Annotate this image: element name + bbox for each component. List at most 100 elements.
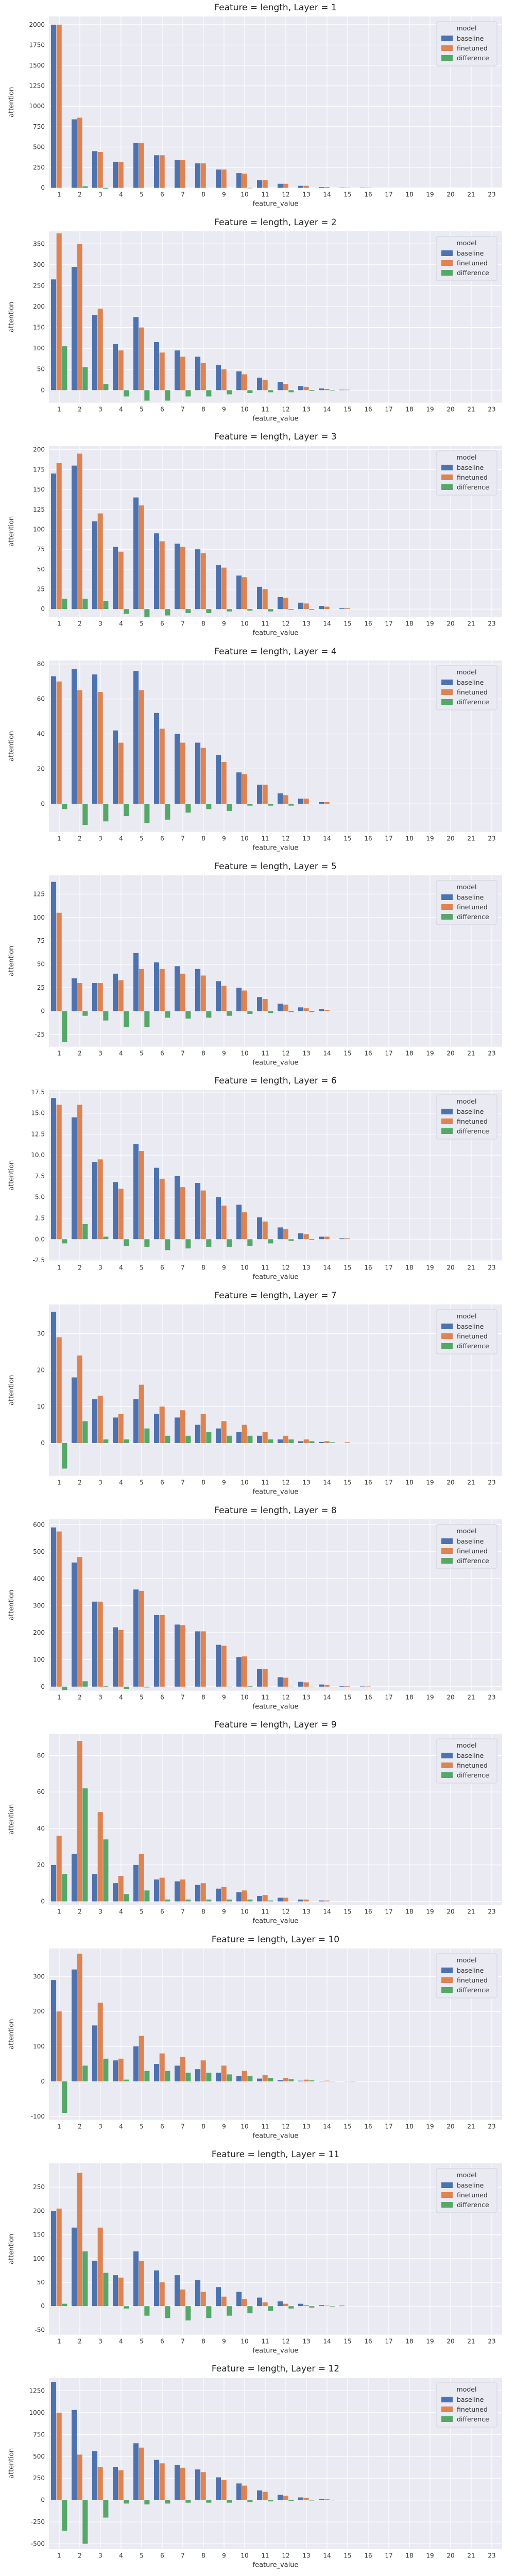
bar-finetuned-16 [365,1686,371,1687]
bar-baseline-16 [359,1686,366,1687]
x-tick-label: 23 [488,1049,495,1057]
y-axis-label: attention [8,1589,15,1620]
legend-label-finetuned: finetuned [457,688,488,696]
bar-baseline-1 [51,1865,57,1902]
x-tick-label: 13 [302,1693,310,1701]
legend-swatch-baseline [441,250,453,256]
legend-swatch-baseline [441,894,453,900]
bar-baseline-14 [318,1009,324,1011]
plot-background [49,1090,502,1261]
x-tick-label: 14 [323,835,331,842]
bar-difference-9 [227,1435,232,1443]
bar-baseline-12 [277,183,283,188]
bar-baseline-2 [72,978,77,1011]
x-tick-label: 12 [282,2552,289,2560]
x-tick-label: 21 [467,1049,475,1057]
x-tick-label: 3 [98,1049,102,1057]
bar-baseline-14 [318,1684,324,1687]
bar-finetuned-11 [262,379,268,390]
x-tick-label: 15 [344,835,351,842]
bar-baseline-14 [318,1442,324,1443]
x-tick-label: 3 [98,2337,102,2345]
bar-baseline-7 [175,734,180,804]
legend-title: model [457,1741,477,1749]
x-tick-label: 14 [323,405,331,413]
bar-difference-11 [268,804,273,806]
x-axis-label: feature_value [253,1703,299,1710]
legend-label-baseline: baseline [457,679,484,686]
bar-finetuned-3 [97,692,103,804]
bar-baseline-10 [236,987,242,1011]
bar-baseline-14 [318,1901,324,1902]
bar-baseline-8 [195,742,201,804]
x-tick-label: 8 [201,1479,205,1486]
plot-background [49,2378,502,2549]
x-tick-label: 18 [405,1264,413,1272]
bar-finetuned-8 [200,2060,206,2081]
x-tick-label: 19 [426,2123,434,2130]
bar-baseline-4 [113,2275,118,2306]
legend-label-finetuned: finetuned [457,903,488,911]
bar-finetuned-10 [242,774,247,804]
x-tick-label: 7 [181,835,185,842]
legend-title: model [457,239,477,247]
bar-finetuned-13 [303,2498,309,2500]
y-tick-label: 200 [33,1629,45,1636]
bar-difference-12 [288,609,294,611]
bar-difference-5 [144,2306,150,2316]
plot-background [49,875,502,1047]
bar-baseline-10 [236,2076,242,2081]
bar-baseline-13 [298,1682,304,1687]
x-tick-label: 19 [426,2552,434,2560]
bar-finetuned-9 [221,1421,227,1443]
bar-difference-12 [288,2079,294,2081]
bar-baseline-4 [113,344,118,390]
bar-difference-6 [165,389,170,401]
bar-difference-7 [185,2073,191,2081]
bar-finetuned-2 [77,117,82,188]
bar-finetuned-16 [365,2500,371,2501]
legend-label-difference: difference [457,913,489,921]
legend-title: model [457,1527,477,1535]
bar-finetuned-10 [242,990,247,1011]
bar-baseline-3 [92,314,98,390]
bar-difference-9 [227,1239,232,1247]
bar-baseline-5 [133,2046,139,2081]
bar-baseline-5 [133,316,139,390]
x-tick-label: 17 [385,1693,392,1701]
bar-finetuned-4 [118,1189,124,1240]
x-tick-label: 21 [467,1479,475,1486]
bar-finetuned-10 [242,2485,247,2500]
bar-difference-10 [247,389,253,393]
x-tick-label: 11 [261,405,269,413]
bar-baseline-1 [51,279,57,390]
x-tick-label: 12 [282,405,289,413]
bar-baseline-13 [298,2303,304,2306]
x-tick-label: 14 [323,620,331,628]
bar-difference-10 [247,2076,253,2081]
bar-baseline-3 [92,674,98,804]
y-tick-label: 250 [33,2183,45,2191]
x-tick-label: 10 [241,835,248,842]
bar-baseline-8 [195,2469,201,2500]
bar-difference-6 [165,2500,170,2504]
y-tick-label: -50 [35,2326,45,2333]
legend-swatch-difference [441,2416,453,2422]
bar-baseline-7 [175,544,180,609]
bar-baseline-1 [51,676,57,804]
x-tick-label: 1 [57,1908,61,1916]
x-tick-label: 3 [98,2552,102,2560]
y-tick-label: 2000 [29,21,45,28]
bar-baseline-2 [72,1969,77,2081]
bar-baseline-16 [359,2500,366,2501]
x-tick-label: 17 [385,405,392,413]
legend-label-baseline: baseline [457,893,484,901]
x-tick-label: 23 [488,1264,495,1272]
x-tick-label: 2 [78,2552,82,2560]
bar-difference-2 [82,1011,88,1016]
x-axis-label: feature_value [253,200,299,208]
y-tick-label: 500 [33,1548,45,1555]
x-tick-label: 5 [140,405,144,413]
x-tick-label: 4 [119,1693,123,1701]
